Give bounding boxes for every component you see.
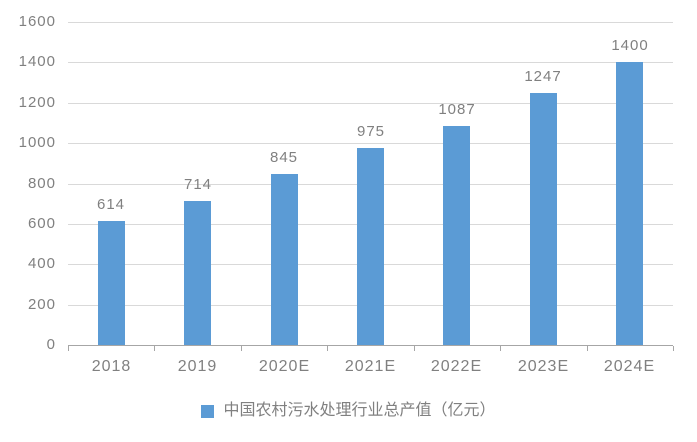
bar [271, 174, 298, 345]
x-tick [414, 346, 415, 351]
x-tick-label: 2019 [177, 358, 218, 375]
gridline [68, 102, 673, 104]
x-tick [241, 346, 242, 351]
gridline [68, 22, 673, 23]
y-tick-label: 600 [27, 215, 56, 232]
x-tick [327, 346, 328, 351]
bar-value-label: 1247 [524, 68, 562, 85]
x-tick-label: 2023E [517, 358, 570, 375]
gridline [68, 143, 673, 145]
y-tick-label: 0 [46, 336, 56, 353]
y-tick-label: 800 [27, 175, 56, 192]
bar-value-label: 1087 [438, 101, 476, 118]
y-tick-label: 1000 [18, 134, 56, 151]
x-tick-label: 2020E [258, 358, 311, 375]
bar-value-label: 714 [183, 176, 213, 193]
x-tick [154, 346, 155, 351]
bar-value-label: 614 [96, 196, 126, 213]
x-tick-label: 2018 [91, 358, 132, 375]
x-tick [500, 346, 501, 351]
bar [616, 62, 643, 345]
x-tick [673, 346, 674, 351]
y-tick-label: 200 [27, 296, 56, 313]
plot-area: 614 714 845 975 1087 1247 1400 [68, 22, 673, 346]
gridline [68, 62, 673, 64]
bar [98, 221, 125, 345]
bar [184, 201, 211, 345]
y-axis: 0 200 400 600 800 1000 1200 1400 1600 [0, 13, 56, 353]
y-tick-label: 1600 [18, 13, 56, 30]
y-tick-label: 400 [27, 255, 56, 272]
legend-label: 中国农村污水处理行业总产值（亿元） [223, 402, 496, 419]
bar [443, 126, 470, 345]
bar [357, 148, 384, 345]
x-tick-label: 2024E [603, 358, 656, 375]
x-tick-label: 2022E [430, 358, 483, 375]
y-tick-label: 1200 [18, 94, 56, 111]
y-tick-label: 1400 [18, 53, 56, 70]
bar-value-label: 975 [356, 123, 386, 140]
legend-marker-icon [201, 404, 215, 418]
x-axis-ticks [68, 346, 674, 352]
bar-value-label: 1400 [611, 37, 649, 54]
legend: 中国农村污水处理行业总产值（亿元） [0, 398, 697, 424]
x-tick [587, 346, 588, 351]
x-tick-label: 2021E [344, 358, 397, 375]
x-axis: 2018 2019 2020E 2021E 2022E 2023E 2024E [68, 357, 673, 379]
bar-value-label: 845 [269, 149, 299, 166]
bar [530, 93, 557, 345]
x-tick [68, 346, 69, 351]
